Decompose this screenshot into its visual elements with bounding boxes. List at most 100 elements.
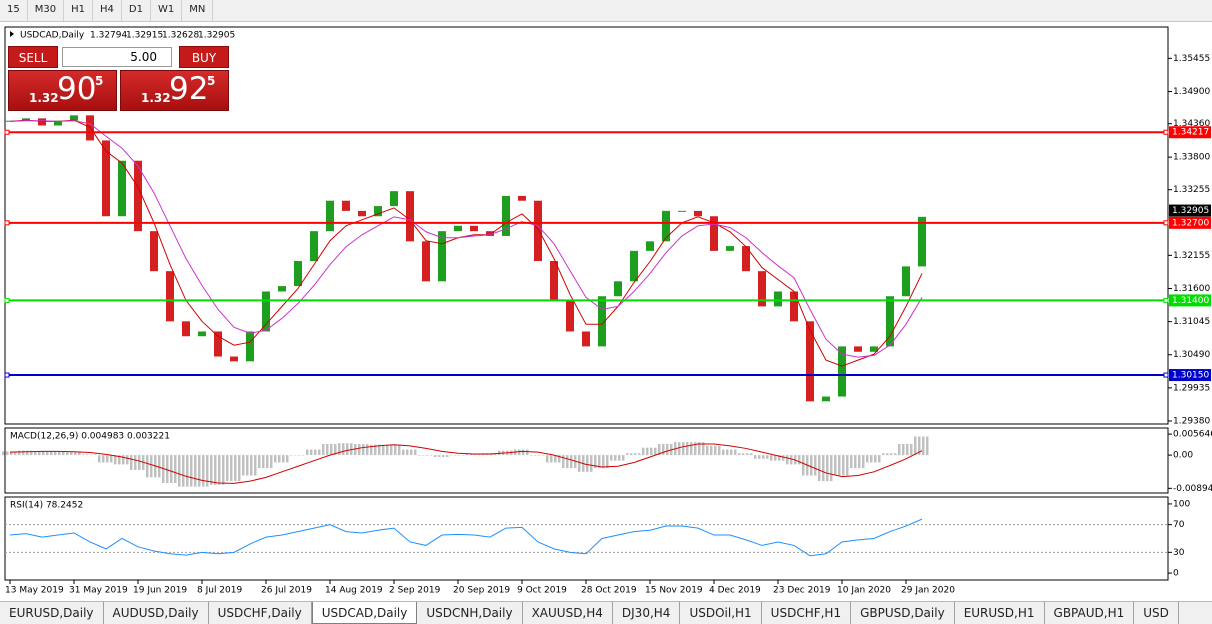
- macd-bar: [134, 455, 137, 470]
- macd-bar: [454, 455, 457, 456]
- macd-bar: [866, 455, 869, 463]
- macd-bar: [802, 455, 805, 476]
- macd-bar: [742, 453, 745, 456]
- macd-bar: [838, 455, 841, 476]
- macd-bar: [834, 455, 837, 476]
- chart-tab[interactable]: USDCHF,Daily: [209, 602, 312, 624]
- timeframe-button[interactable]: H1: [64, 0, 93, 21]
- candle: [534, 200, 542, 262]
- macd-bar: [434, 455, 437, 457]
- macd-bar: [78, 452, 81, 456]
- timeframe-button[interactable]: M30: [28, 0, 65, 21]
- macd-bar: [222, 455, 225, 485]
- macd-bar: [346, 443, 349, 456]
- timeframe-button[interactable]: D1: [122, 0, 151, 21]
- candle: [502, 195, 510, 236]
- macd-bar: [14, 451, 17, 456]
- candle: [854, 346, 862, 352]
- macd-bar: [822, 455, 825, 482]
- timeframe-button[interactable]: 15: [0, 0, 28, 21]
- macd-bar: [686, 442, 689, 456]
- chart-tab[interactable]: USDCNH,Daily: [417, 602, 523, 624]
- macd-bar: [74, 452, 77, 456]
- moving-average: [9, 119, 923, 367]
- ohlc-value: 1.32915: [126, 31, 163, 41]
- macd-bar: [166, 455, 169, 483]
- timeframe-button[interactable]: W1: [151, 0, 183, 21]
- chart-tab[interactable]: USDCHF,H1: [762, 602, 852, 624]
- signal-line: [9, 443, 923, 484]
- rsi-title: RSI(14) 78.2452: [10, 501, 83, 511]
- macd-bar: [774, 455, 777, 461]
- chart-tab[interactable]: GBPUSD,Daily: [851, 602, 955, 624]
- x-tick-label: 26 Jul 2019: [261, 586, 312, 596]
- chart-tab[interactable]: USDOil,H1: [680, 602, 762, 624]
- level-label: 1.30150: [1172, 371, 1209, 381]
- buy-price[interactable]: 1.32 92 5: [120, 70, 229, 111]
- chart-tab[interactable]: USD: [1134, 602, 1179, 624]
- chart-tab[interactable]: DJ30,H4: [613, 602, 681, 624]
- chart-tabs: EURUSD,Daily AUDUSD,Daily USDCHF,Daily USDC…: [0, 601, 1212, 624]
- macd-bar: [146, 455, 149, 478]
- macd-bar: [762, 455, 765, 459]
- macd-bar: [750, 453, 753, 456]
- macd-bar: [194, 455, 197, 487]
- sell-price[interactable]: 1.32 90 5: [8, 70, 117, 111]
- macd-bar: [382, 444, 385, 456]
- macd-bar: [790, 455, 793, 465]
- macd-bar: [862, 455, 865, 469]
- macd-bar: [642, 447, 645, 456]
- x-tick-label: 14 Aug 2019: [325, 586, 383, 596]
- macd-bar: [550, 455, 553, 463]
- chart-title: USDCAD,Daily: [20, 31, 85, 41]
- macd-bar: [814, 455, 817, 476]
- macd-bar: [462, 455, 465, 456]
- macd-bar: [130, 455, 133, 470]
- last-price-label: 1.32905: [1172, 206, 1209, 216]
- one-click-trading: SELL 5.00 BUY 1.32 90 5 1.32 92 5: [8, 46, 229, 112]
- timeframe-button[interactable]: H4: [93, 0, 122, 21]
- y-tick-label: 1.34900: [1173, 87, 1210, 97]
- macd-bar: [894, 453, 897, 456]
- macd-bar: [334, 443, 337, 456]
- candle: [582, 331, 590, 347]
- macd-bar: [18, 450, 21, 456]
- chart-tab[interactable]: EURUSD,Daily: [0, 602, 104, 624]
- macd-bar: [594, 455, 597, 469]
- buy-button[interactable]: BUY: [179, 46, 229, 68]
- chart-tab[interactable]: AUDUSD,Daily: [104, 602, 209, 624]
- sell-button[interactable]: SELL: [8, 46, 58, 68]
- candle: [198, 331, 206, 337]
- chart-tab[interactable]: EURUSD,H1: [955, 602, 1045, 624]
- macd-bar: [306, 449, 309, 456]
- candle: [470, 225, 478, 232]
- macd-bar: [2, 451, 5, 456]
- chart-tab[interactable]: USDCAD,Daily: [311, 602, 418, 624]
- macd-bar: [62, 451, 65, 456]
- chart-tab[interactable]: GBPAUD,H1: [1045, 602, 1135, 624]
- x-tick-label: 4 Dec 2019: [709, 586, 761, 596]
- candle: [806, 321, 814, 402]
- chart-tab[interactable]: XAUUSD,H4: [523, 602, 613, 624]
- macd-bar: [378, 444, 381, 456]
- macd-bar: [70, 452, 73, 456]
- macd-bar: [522, 449, 525, 456]
- macd-bar: [694, 442, 697, 456]
- timeframe-button[interactable]: MN: [182, 0, 214, 21]
- macd-bar: [478, 454, 481, 456]
- macd-bar: [918, 436, 921, 456]
- candle: [886, 296, 894, 347]
- level-handle: [4, 220, 10, 226]
- candle: [326, 200, 334, 232]
- lot-input[interactable]: 5.00: [62, 47, 172, 67]
- y-tick-label: 1.34360: [1173, 119, 1210, 129]
- level-handle: [1163, 129, 1169, 135]
- macd-bar: [530, 455, 533, 456]
- macd-bar: [34, 451, 37, 456]
- macd-bar: [778, 455, 781, 461]
- macd-bar: [122, 455, 125, 465]
- macd-bar: [914, 436, 917, 456]
- macd-bar: [466, 454, 469, 456]
- last-price-box: [1169, 204, 1211, 217]
